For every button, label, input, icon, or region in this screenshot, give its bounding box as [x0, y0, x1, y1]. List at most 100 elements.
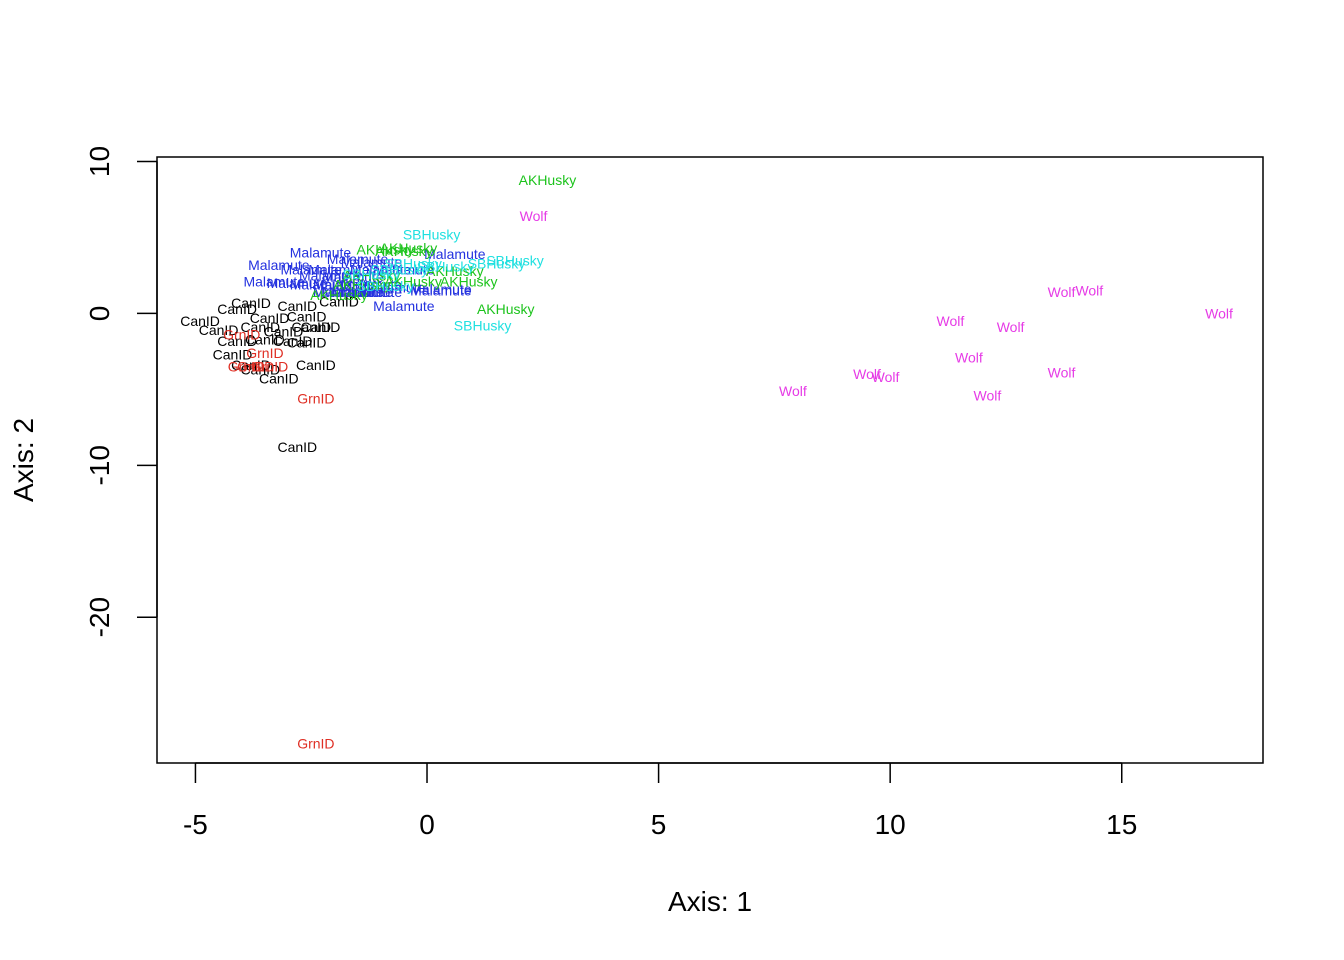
point-label-akhusky: AKHusky — [310, 287, 368, 303]
point-label-malamute: Malamute — [243, 274, 305, 290]
point-label-canid: CanID — [231, 357, 271, 373]
point-label-wolf: Wolf — [779, 383, 807, 399]
point-label-wolf: Wolf — [1048, 365, 1076, 381]
x-tick-label: -5 — [183, 809, 208, 840]
point-label-grnid: GrnID — [228, 359, 265, 375]
point-label-akhusky: AKHusky — [519, 172, 577, 188]
point-label-canid: CanID — [296, 357, 336, 373]
point-label-malamute: Malamute — [327, 251, 389, 267]
point-label-malamute: Malamute — [364, 280, 426, 296]
point-label-malamute: Malamute — [424, 246, 486, 262]
point-label-canid: CanID — [291, 319, 331, 335]
point-label-wolf: Wolf — [955, 349, 983, 365]
point-label-grnid: GrnID — [223, 327, 260, 343]
point-label-malamute: Malamute — [373, 298, 435, 314]
point-label-akhusky: AKHusky — [380, 240, 438, 256]
point-label-wolf: Wolf — [872, 369, 900, 385]
point-label-malamute: Malamute — [341, 284, 403, 300]
point-label-canid: CanID — [217, 301, 257, 317]
x-tick-label: 10 — [875, 809, 906, 840]
point-label-malamute: Malamute — [410, 281, 472, 297]
point-label-akhusky: AKHusky — [426, 263, 484, 279]
point-label-malamute: Malamute — [280, 261, 342, 277]
point-label-canid: CanID — [213, 346, 253, 362]
point-label-akhusky: AKHusky — [384, 274, 442, 290]
point-label-malamute: Malamute — [373, 261, 435, 277]
point-label-canid: CanID — [245, 331, 285, 347]
x-tick-label: 0 — [419, 809, 435, 840]
y-axis-title: Axis: 2 — [8, 418, 39, 502]
x-axis-title: Axis: 1 — [668, 886, 752, 917]
point-label-malamute: Malamute — [267, 275, 329, 291]
point-label-sbhusky: SBHusky — [454, 318, 512, 334]
point-label-malamute: Malamute — [341, 254, 403, 270]
point-label-malamute: Malamute — [322, 284, 384, 300]
x-tick-label: 5 — [651, 809, 667, 840]
point-label-wolf: Wolf — [1205, 305, 1233, 321]
point-label-sbhusky: SBHusky — [417, 258, 475, 274]
point-label-grnid: GrnID — [297, 390, 334, 406]
point-label-akhusky: AKHusky — [357, 242, 415, 258]
point-label-grnid: GrnID — [251, 359, 288, 375]
point-label-grnid: GrnID — [297, 735, 334, 751]
point-label-canid: CanID — [180, 313, 220, 329]
point-label-sbhusky: SBHusky — [343, 266, 401, 282]
point-label-canid: CanID — [240, 319, 280, 335]
point-label-sbhusky: SBHusky — [403, 226, 461, 242]
point-label-akhusky: AKHusky — [440, 274, 498, 290]
point-label-grnid: GrnID — [237, 359, 274, 375]
point-label-malamute: Malamute — [410, 283, 472, 299]
point-label-sbhusky: SBHusky — [468, 255, 526, 271]
point-label-malamute: Malamute — [341, 277, 403, 293]
point-label-canid: CanID — [231, 295, 271, 311]
point-label-canid: CanID — [199, 322, 239, 338]
point-label-canid: CanID — [217, 333, 257, 349]
point-label-canid: CanID — [259, 371, 299, 387]
point-label-canid: CanID — [250, 310, 290, 326]
point-label-akhusky: AKHusky — [477, 301, 535, 317]
point-label-canid: CanID — [273, 333, 313, 349]
point-label-wolf: Wolf — [1075, 283, 1103, 299]
point-label-canid: CanID — [264, 324, 304, 340]
point-label-malamute: Malamute — [350, 261, 412, 277]
point-label-wolf: Wolf — [936, 313, 964, 329]
y-tick-label: 10 — [84, 146, 115, 177]
point-label-sbhusky: SBHusky — [486, 252, 544, 268]
y-tick-label: -20 — [84, 597, 115, 637]
point-label-canid: CanID — [240, 362, 280, 378]
point-label-wolf: Wolf — [997, 319, 1025, 335]
x-tick-label: 15 — [1106, 809, 1137, 840]
plot-frame — [156, 156, 1264, 764]
point-label-canid: CanID — [277, 298, 317, 314]
point-label-malamute: Malamute — [322, 269, 384, 285]
point-label-wolf: Wolf — [520, 208, 548, 224]
point-label-malamute: Malamute — [308, 261, 370, 277]
point-label-malamute: Malamute — [313, 277, 375, 293]
point-label-canid: CanID — [301, 319, 341, 335]
point-label-malamute: Malamute — [290, 245, 352, 261]
point-label-canid: CanID — [287, 308, 327, 324]
point-label-malamute: Malamute — [313, 284, 375, 300]
point-label-sbhusky: SBHusky — [384, 255, 442, 271]
point-label-akhusky: AKHusky — [343, 267, 401, 283]
point-label-wolf: Wolf — [1048, 284, 1076, 300]
point-label-canid: CanID — [287, 334, 327, 350]
point-label-canid: CanID — [319, 293, 359, 309]
point-label-akhusky: AKHusky — [375, 243, 433, 259]
point-label-malamute: Malamute — [331, 284, 393, 300]
point-label-sbhusky: SBHusky — [370, 261, 428, 277]
point-label-malamute: Malamute — [248, 257, 310, 273]
y-tick-label: -10 — [84, 445, 115, 485]
y-tick-label: 0 — [84, 306, 115, 322]
point-label-malamute: Malamute — [290, 277, 352, 293]
point-label-malamute: Malamute — [299, 267, 361, 283]
point-label-akhusky: AKHusky — [333, 277, 391, 293]
point-label-canid: CanID — [277, 439, 317, 455]
point-label-wolf: Wolf — [974, 387, 1002, 403]
point-label-grnid: GrnID — [246, 345, 283, 361]
point-label-wolf: Wolf — [853, 366, 881, 382]
point-label-sbhusky: SBHusky — [357, 278, 415, 294]
